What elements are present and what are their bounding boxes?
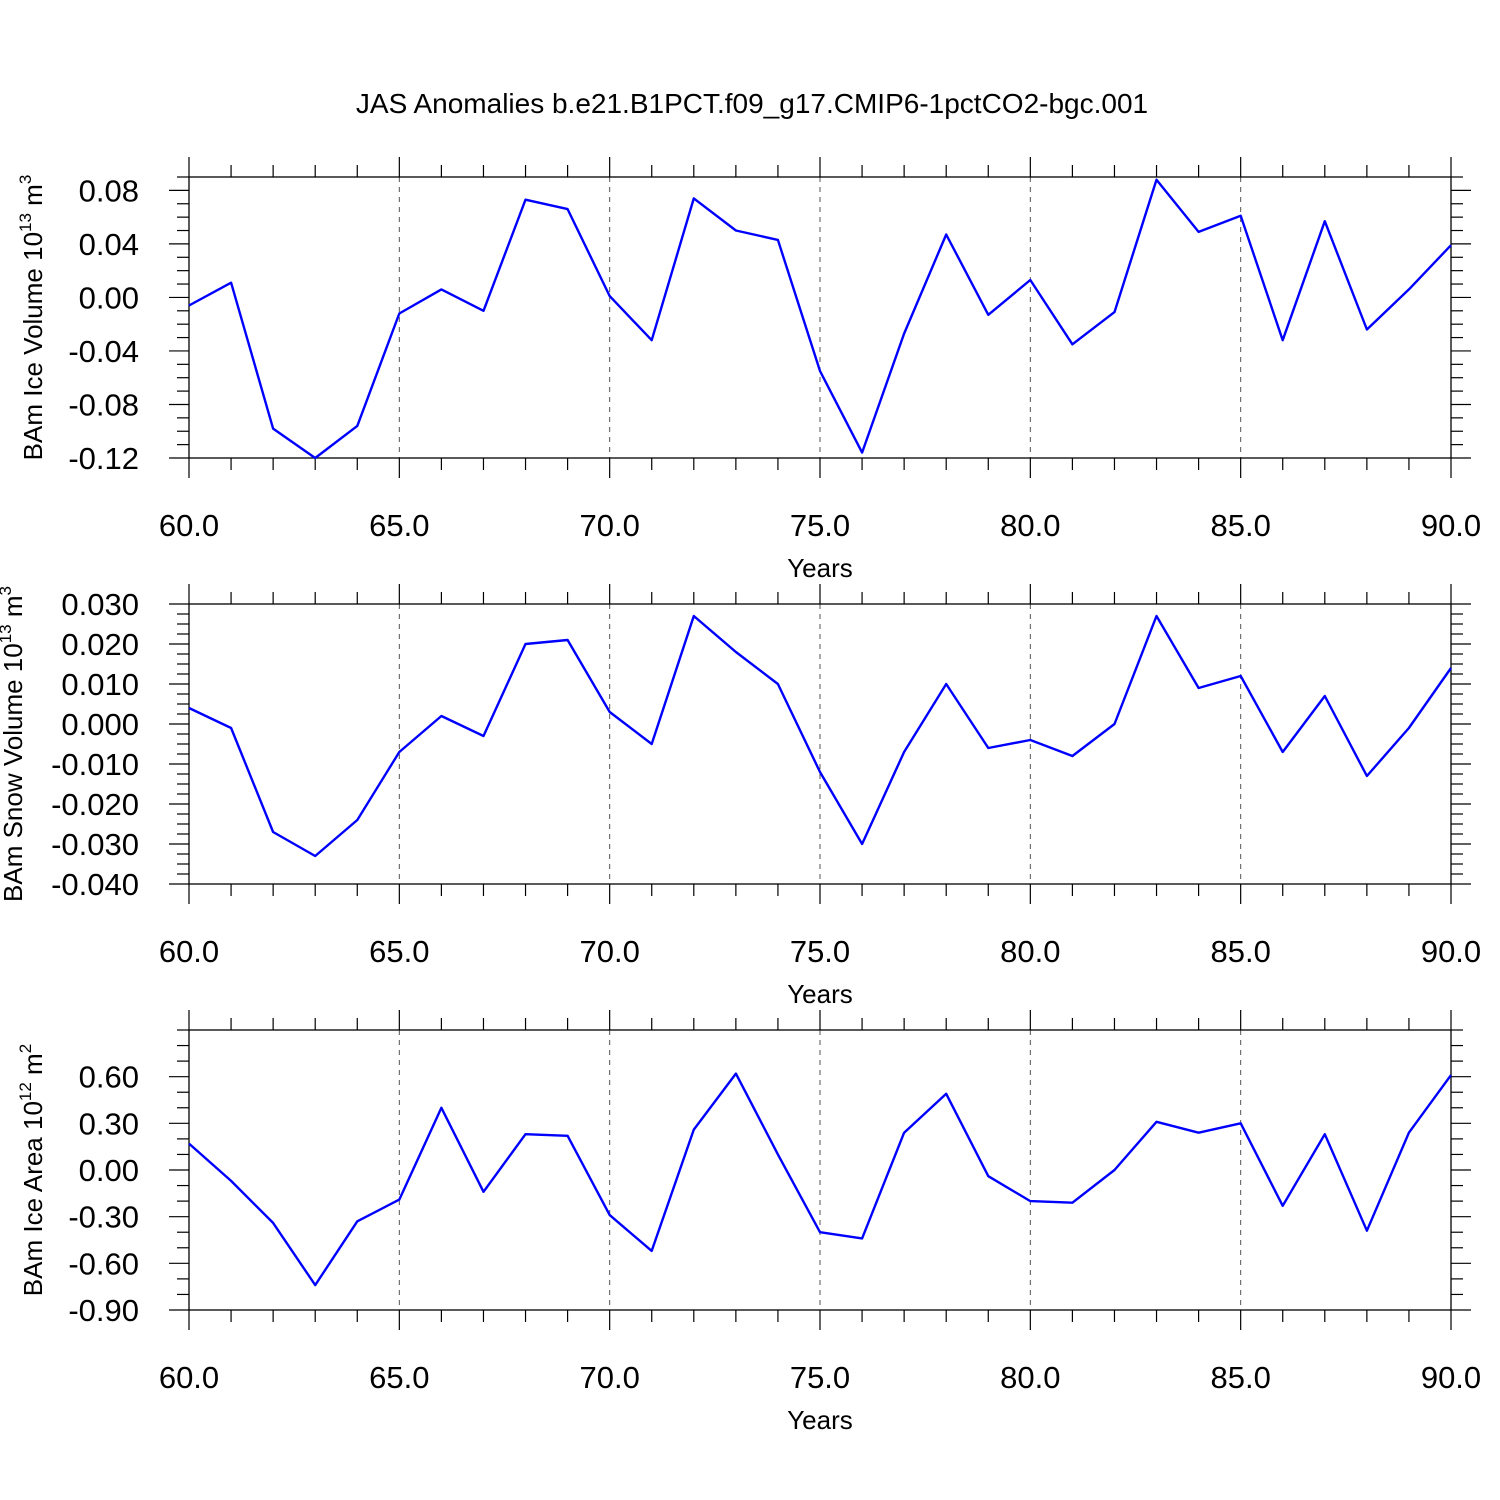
y-tick-label: 0.010 bbox=[61, 667, 139, 702]
x-tick-label: 85.0 bbox=[1210, 934, 1270, 969]
series-line bbox=[188, 178, 1452, 460]
y-axis-label-superscript: 13 bbox=[16, 213, 35, 232]
y-tick-label: -0.12 bbox=[68, 441, 139, 476]
x-tick-label: 65.0 bbox=[369, 934, 429, 969]
y-tick-label: -0.60 bbox=[68, 1246, 139, 1281]
y-tick-label: 0.30 bbox=[79, 1106, 139, 1141]
y-axis-label: BAm Snow Volume 1013 m3 bbox=[0, 586, 28, 902]
x-tick-label: 85.0 bbox=[1210, 508, 1270, 543]
x-tick-label: 70.0 bbox=[579, 508, 639, 543]
y-axis-label-text: BAm Ice Area 10 bbox=[18, 1101, 48, 1296]
x-tick-label: 90.0 bbox=[1421, 934, 1481, 969]
x-tick-label: 65.0 bbox=[369, 508, 429, 543]
x-tick-label: 80.0 bbox=[1000, 934, 1060, 969]
series-line bbox=[188, 1072, 1452, 1287]
figure-title: JAS Anomalies b.e21.B1PCT.f09_g17.CMIP6-… bbox=[356, 88, 1148, 119]
y-tick-label: 0.00 bbox=[79, 280, 139, 315]
y-axis-label-text: m bbox=[18, 184, 48, 213]
x-tick-label: 70.0 bbox=[579, 1360, 639, 1395]
y-axis-label-text: m bbox=[18, 1053, 48, 1082]
x-tick-label: 60.0 bbox=[159, 1360, 219, 1395]
y-tick-label: -0.08 bbox=[68, 387, 139, 422]
x-tick-label: 90.0 bbox=[1421, 1360, 1481, 1395]
y-tick-label: 0.020 bbox=[61, 627, 139, 662]
y-axis-label-superscript: 12 bbox=[16, 1082, 35, 1101]
y-axis-label-superscript: 13 bbox=[0, 624, 15, 643]
x-tick-label: 75.0 bbox=[790, 934, 850, 969]
y-tick-label: 0.000 bbox=[61, 707, 139, 742]
x-tick-label: 65.0 bbox=[369, 1360, 429, 1395]
x-tick-label: 85.0 bbox=[1210, 1360, 1270, 1395]
y-tick-label: -0.030 bbox=[51, 827, 139, 862]
panel-2: 60.0 65.0 70.0 75.0 80.0 85.0 90.0 Years -0.040 -… bbox=[0, 584, 1481, 1009]
y-tick-label: 0.04 bbox=[79, 227, 139, 262]
y-axis-label-superscript: 2 bbox=[16, 1044, 35, 1053]
y-tick-label: 0.00 bbox=[79, 1153, 139, 1188]
panels: 60.0 65.0 70.0 75.0 80.0 85.0 90.0 Years -0.12 -0… bbox=[0, 157, 1481, 1435]
x-axis-label: Years bbox=[787, 979, 853, 1009]
x-tick-label: 60.0 bbox=[159, 508, 219, 543]
y-tick-label: -0.90 bbox=[68, 1293, 139, 1328]
panel-1: 60.0 65.0 70.0 75.0 80.0 85.0 90.0 Years -0.12 -0… bbox=[16, 157, 1481, 583]
x-tick-label: 80.0 bbox=[1000, 1360, 1060, 1395]
x-tick-label: 75.0 bbox=[790, 508, 850, 543]
y-tick-label: 0.60 bbox=[79, 1060, 139, 1095]
y-tick-label: -0.020 bbox=[51, 787, 139, 822]
x-tick-label: 70.0 bbox=[579, 934, 639, 969]
y-axis-label: BAm Ice Volume 1013 m3 bbox=[16, 175, 48, 461]
x-tick-label: 75.0 bbox=[790, 1360, 850, 1395]
y-axis-label-text: BAm Snow Volume 10 bbox=[0, 643, 28, 902]
y-axis-label-superscript: 3 bbox=[0, 586, 15, 595]
y-tick-label: 0.08 bbox=[79, 173, 139, 208]
x-tick-label: 60.0 bbox=[159, 934, 219, 969]
series-line bbox=[188, 614, 1452, 858]
y-tick-label: -0.010 bbox=[51, 747, 139, 782]
panel-3: 60.0 65.0 70.0 75.0 80.0 85.0 90.0 Years -0.90 -0… bbox=[16, 1010, 1481, 1435]
x-axis-label: Years bbox=[787, 553, 853, 583]
y-axis-label-superscript: 3 bbox=[16, 175, 35, 184]
y-tick-label: -0.30 bbox=[68, 1200, 139, 1235]
y-axis-label-text: BAm Ice Volume 10 bbox=[18, 232, 48, 460]
y-tick-label: -0.040 bbox=[51, 867, 139, 902]
y-tick-label: -0.04 bbox=[68, 334, 139, 369]
x-axis-label: Years bbox=[787, 1405, 853, 1435]
y-tick-label: 0.030 bbox=[61, 587, 139, 622]
x-tick-label: 90.0 bbox=[1421, 508, 1481, 543]
y-axis-label-text: m bbox=[0, 595, 28, 624]
x-tick-label: 80.0 bbox=[1000, 508, 1060, 543]
y-axis-label: BAm Ice Area 1012 m2 bbox=[16, 1044, 48, 1296]
